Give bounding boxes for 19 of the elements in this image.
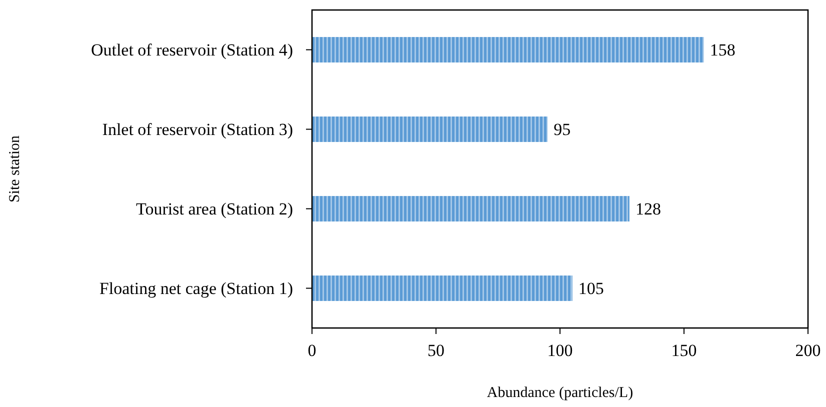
y-tick-label: Inlet of reservoir (Station 3): [102, 120, 293, 140]
x-tick-label: 0: [308, 341, 316, 360]
bar: [312, 116, 548, 142]
x-tick-label: 50: [428, 341, 444, 360]
y-axis-title: Site station: [7, 134, 23, 203]
x-tick-label: 150: [671, 341, 697, 360]
y-tick-label: Outlet of reservoir (Station 4): [90, 40, 293, 60]
y-tick-label: Floating net cage (Station 1): [99, 279, 293, 298]
x-tick-label: 100: [547, 341, 573, 360]
bar: [312, 196, 630, 222]
bar: [312, 37, 704, 62]
x-axis-title: Abundance (particles/L): [486, 385, 634, 401]
data-label: 95: [554, 120, 571, 140]
bar: [312, 276, 572, 301]
data-label: 158: [710, 40, 736, 60]
data-label: 128: [635, 200, 661, 219]
x-tick-label: 200: [795, 341, 821, 360]
y-tick-label: Tourist area (Station 2): [136, 200, 293, 219]
data-label: 105: [578, 279, 604, 298]
